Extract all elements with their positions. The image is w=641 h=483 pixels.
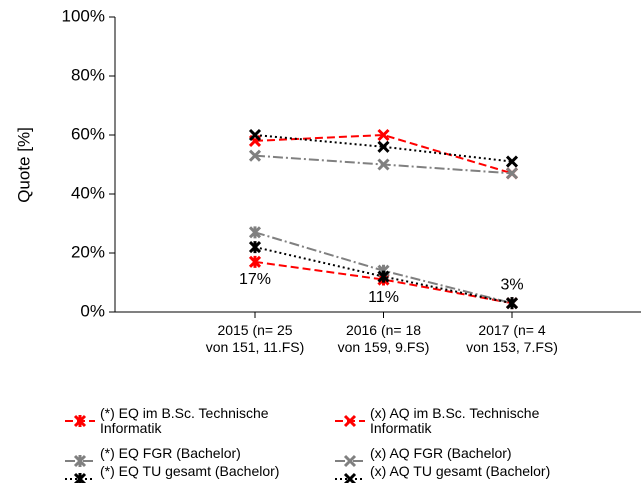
- marker: [73, 414, 87, 428]
- marker: [377, 140, 390, 153]
- marker: [248, 128, 262, 142]
- marker: [343, 472, 357, 483]
- y-axis-title: Quote [%]: [14, 127, 33, 203]
- marker: [248, 149, 262, 162]
- marker: [505, 155, 519, 168]
- legend-label: (*) EQ TU gesamt (Bachelor): [100, 463, 280, 479]
- x-tick-label: 2015 (n= 25 von 151, 11.FS): [205, 322, 305, 355]
- y-tick-label: 60%: [71, 124, 105, 143]
- legend-label: (x) AQ im B.Sc. Technische Informatik: [370, 405, 540, 436]
- legend-label: (x) AQ FGR (Bachelor): [370, 445, 512, 461]
- line: [254, 260, 513, 305]
- x-tick-label: 2016 (n= 18 von 159, 9.FS): [337, 322, 430, 355]
- marker: [248, 226, 262, 239]
- marker: [248, 241, 262, 254]
- line: [254, 133, 513, 175]
- data-label: 17%: [239, 271, 271, 288]
- y-tick-label: 0%: [80, 301, 105, 320]
- legend-label: (*) EQ im B.Sc. Technische Informatik: [100, 405, 269, 436]
- marker: [377, 128, 390, 142]
- marker: [73, 454, 87, 468]
- marker: [73, 472, 87, 483]
- line: [254, 134, 513, 163]
- marker: [343, 414, 357, 428]
- x-tick-label: 2017 (n= 4 von 153, 7.FS): [466, 322, 558, 355]
- marker: [377, 270, 390, 283]
- y-tick-label: 100%: [62, 6, 105, 25]
- legend-label: (*) EQ FGR (Bachelor): [100, 445, 241, 461]
- data-label: 3%: [500, 276, 523, 293]
- y-tick-label: 40%: [71, 183, 105, 202]
- marker: [343, 454, 357, 468]
- legend-label: (x) AQ TU gesamt (Bachelor): [370, 463, 551, 479]
- data-label: 11%: [368, 289, 399, 306]
- marker: [248, 255, 262, 268]
- y-tick-label: 80%: [71, 65, 105, 84]
- marker: [377, 158, 390, 171]
- marker: [505, 167, 519, 180]
- marker: [505, 297, 519, 310]
- y-tick-label: 20%: [71, 242, 105, 261]
